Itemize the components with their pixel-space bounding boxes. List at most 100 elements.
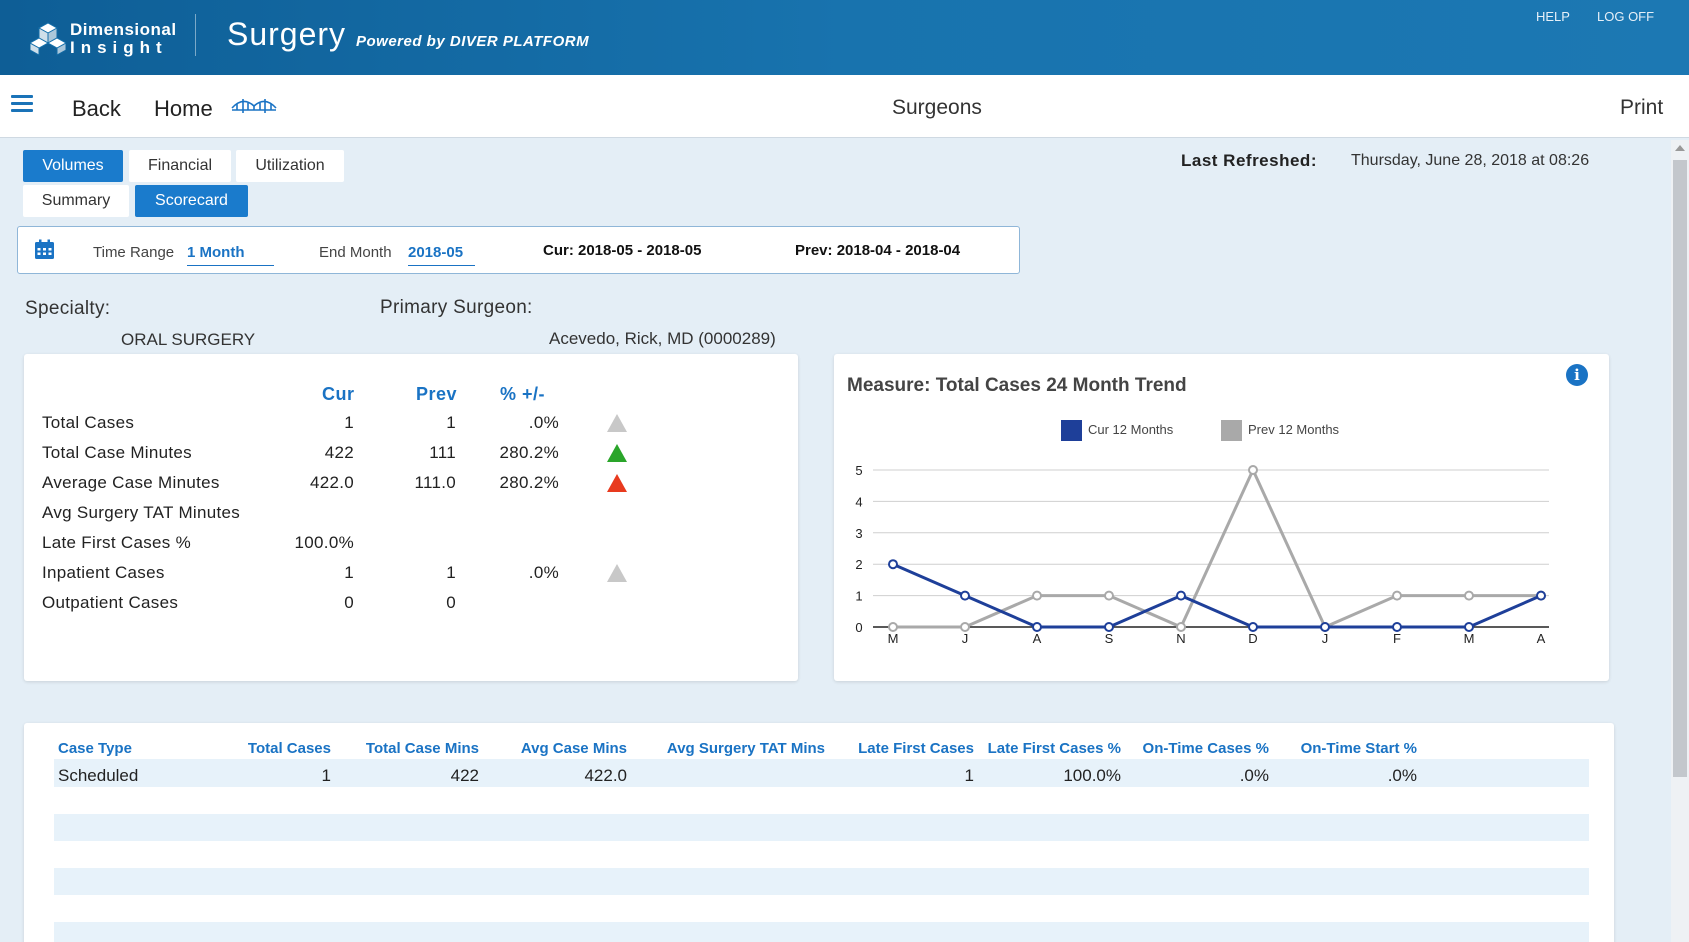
data-point bbox=[1464, 590, 1474, 601]
end-month-select[interactable]: 2018-05 bbox=[408, 244, 475, 266]
cur-column-header: Cur bbox=[322, 384, 355, 404]
scorecard-row-label: Total Case Minutes bbox=[42, 443, 192, 462]
home-button[interactable]: Home bbox=[154, 96, 213, 121]
specialty-value[interactable]: ORAL SURGERY bbox=[121, 330, 256, 349]
time-range-select[interactable]: 1 Month bbox=[187, 244, 274, 266]
pct-change-column-header: % +/- bbox=[500, 384, 546, 404]
table-header[interactable]: Avg Surgery TAT Mins bbox=[666, 740, 825, 757]
scrollbar-thumb[interactable] bbox=[1673, 160, 1687, 777]
tab-summary[interactable]: Summary bbox=[23, 185, 129, 217]
table-header[interactable]: Late First Cases bbox=[858, 740, 974, 757]
chart-title: Measure: Total Cases 24 Month Trend bbox=[847, 375, 1187, 396]
primary-surgeon-label: Primary Surgeon: bbox=[380, 297, 533, 318]
tab-scorecard[interactable]: Scorecard bbox=[135, 185, 248, 217]
scorecard-row[interactable]: Late First Cases % 100.0% bbox=[24, 533, 822, 563]
legend-cur-label[interactable]: Cur 12 Months bbox=[1088, 422, 1174, 437]
tab-volumes[interactable]: Volumes bbox=[23, 150, 123, 182]
x-tick-label: J bbox=[962, 631, 969, 646]
menu-icon[interactable] bbox=[11, 95, 33, 113]
last-refreshed-value: Thursday, June 28, 2018 at 08:26 bbox=[1351, 152, 1590, 169]
table-cell[interactable]: Scheduled bbox=[58, 766, 139, 785]
trend-line-chart: 0 1 2 3 4 5 M J A S N D J F M A bbox=[855, 463, 1549, 646]
info-icon[interactable]: i bbox=[1566, 364, 1588, 386]
data-point bbox=[1392, 590, 1402, 601]
scorecard-row-label: Late First Cases % bbox=[42, 533, 192, 552]
table-header[interactable]: Total Cases bbox=[247, 740, 331, 757]
legend-prev-swatch bbox=[1221, 420, 1242, 441]
bridge-icon[interactable] bbox=[231, 96, 277, 116]
help-link[interactable]: HELP bbox=[1536, 9, 1570, 24]
x-tick-label: M bbox=[1464, 631, 1475, 646]
scorecard-row-label: Total Cases bbox=[42, 413, 135, 432]
scorecard-pct-value: .0% bbox=[528, 413, 559, 432]
data-point bbox=[1104, 590, 1114, 601]
table-header[interactable]: Late First Cases % bbox=[987, 740, 1121, 757]
vertical-scrollbar[interactable] bbox=[1671, 140, 1689, 942]
table-header[interactable]: On-Time Start % bbox=[1300, 740, 1417, 757]
scorecard-cur-value: 0 bbox=[344, 593, 354, 612]
data-point bbox=[1248, 465, 1258, 475]
table-row-stripe bbox=[54, 922, 1589, 942]
scorecard-row[interactable]: Inpatient Cases 1 1 .0% bbox=[24, 563, 822, 593]
filter-bar: Time Range 1 Month End Month 2018-05 Cur… bbox=[17, 226, 1020, 274]
table-cell: 422 bbox=[450, 766, 479, 785]
scorecard-row[interactable]: Outpatient Cases 0 0 bbox=[24, 593, 822, 623]
scorecard-row[interactable]: Avg Surgery TAT Minutes bbox=[24, 503, 822, 533]
dimensional-insight-logo[interactable]: Dimensional Insight bbox=[30, 18, 180, 58]
data-point bbox=[888, 559, 898, 570]
back-button[interactable]: Back bbox=[72, 96, 121, 121]
trend-triangle-icon bbox=[607, 474, 627, 492]
series-line bbox=[892, 562, 1542, 629]
scorecard-cur-value: 100.0% bbox=[294, 533, 354, 552]
print-button[interactable]: Print bbox=[1620, 96, 1664, 119]
scorecard-cur-value: 1 bbox=[344, 413, 354, 432]
table-header[interactable]: On-Time Cases % bbox=[1142, 740, 1269, 757]
y-tick-label: 1 bbox=[855, 589, 862, 604]
scorecard-prev-value: 111.0 bbox=[414, 473, 456, 492]
log-off-link[interactable]: LOG OFF bbox=[1597, 9, 1655, 24]
scorecard-row[interactable]: Total Cases 1 1 .0% bbox=[24, 413, 822, 443]
scorecard-prev-value: 1 bbox=[446, 413, 456, 432]
scorecard-row[interactable]: Average Case Minutes 422.0 111.0 280.2% bbox=[24, 473, 822, 503]
scorecard-row-label: Outpatient Cases bbox=[42, 593, 179, 612]
prev-column-header: Prev bbox=[416, 384, 458, 404]
current-period-text: Cur: 2018-05 - 2018-05 bbox=[543, 242, 702, 259]
app-title: Surgery bbox=[227, 16, 347, 52]
y-tick-label: 5 bbox=[855, 463, 862, 478]
time-range-label: Time Range bbox=[93, 244, 175, 261]
data-point bbox=[1536, 590, 1546, 601]
trend-triangle-icon bbox=[607, 444, 627, 462]
table-cell: 1 bbox=[321, 766, 331, 785]
y-tick-label: 0 bbox=[855, 620, 862, 635]
scorecard-cur-value: 422.0 bbox=[309, 473, 354, 492]
nav-bar: Back Home Surgeons Print bbox=[0, 75, 1689, 138]
data-point bbox=[1176, 622, 1186, 632]
table-cell: .0% bbox=[1239, 766, 1269, 785]
y-tick-label: 3 bbox=[855, 526, 862, 541]
scorecard-prev-value: 0 bbox=[446, 593, 456, 612]
table-row-stripe bbox=[54, 868, 1589, 895]
data-point bbox=[1176, 590, 1186, 601]
scorecard-row-label: Average Case Minutes bbox=[42, 473, 220, 492]
scorecard-prev-value: 1 bbox=[446, 563, 456, 582]
scorecard-pct-value: .0% bbox=[528, 563, 559, 582]
tab-utilization[interactable]: Utilization bbox=[236, 150, 344, 182]
x-tick-label: N bbox=[1176, 631, 1185, 646]
trend-triangle-icon bbox=[607, 414, 627, 432]
end-month-label: End Month bbox=[319, 244, 392, 261]
calendar-icon[interactable] bbox=[34, 239, 55, 260]
table-header[interactable]: Total Case Mins bbox=[365, 740, 479, 757]
page-title: Surgeons bbox=[892, 96, 982, 119]
legend-prev-label[interactable]: Prev 12 Months bbox=[1248, 422, 1340, 437]
scorecard-row[interactable]: Total Case Minutes 422 111 280.2% bbox=[24, 443, 822, 473]
tab-financial[interactable]: Financial bbox=[129, 150, 231, 182]
scorecard-row-label: Avg Surgery TAT Minutes bbox=[42, 503, 241, 522]
x-tick-label: M bbox=[888, 631, 899, 646]
scroll-up-arrow-icon[interactable] bbox=[1675, 145, 1685, 151]
table-header[interactable]: Case Type bbox=[58, 740, 132, 757]
primary-surgeon-value[interactable]: Acevedo, Rick, MD (0000289) bbox=[549, 329, 776, 348]
table-cell: 100.0% bbox=[1063, 766, 1121, 785]
previous-period-text: Prev: 2018-04 - 2018-04 bbox=[795, 242, 961, 259]
banner-divider bbox=[195, 14, 196, 56]
table-header[interactable]: Avg Case Mins bbox=[520, 740, 627, 757]
